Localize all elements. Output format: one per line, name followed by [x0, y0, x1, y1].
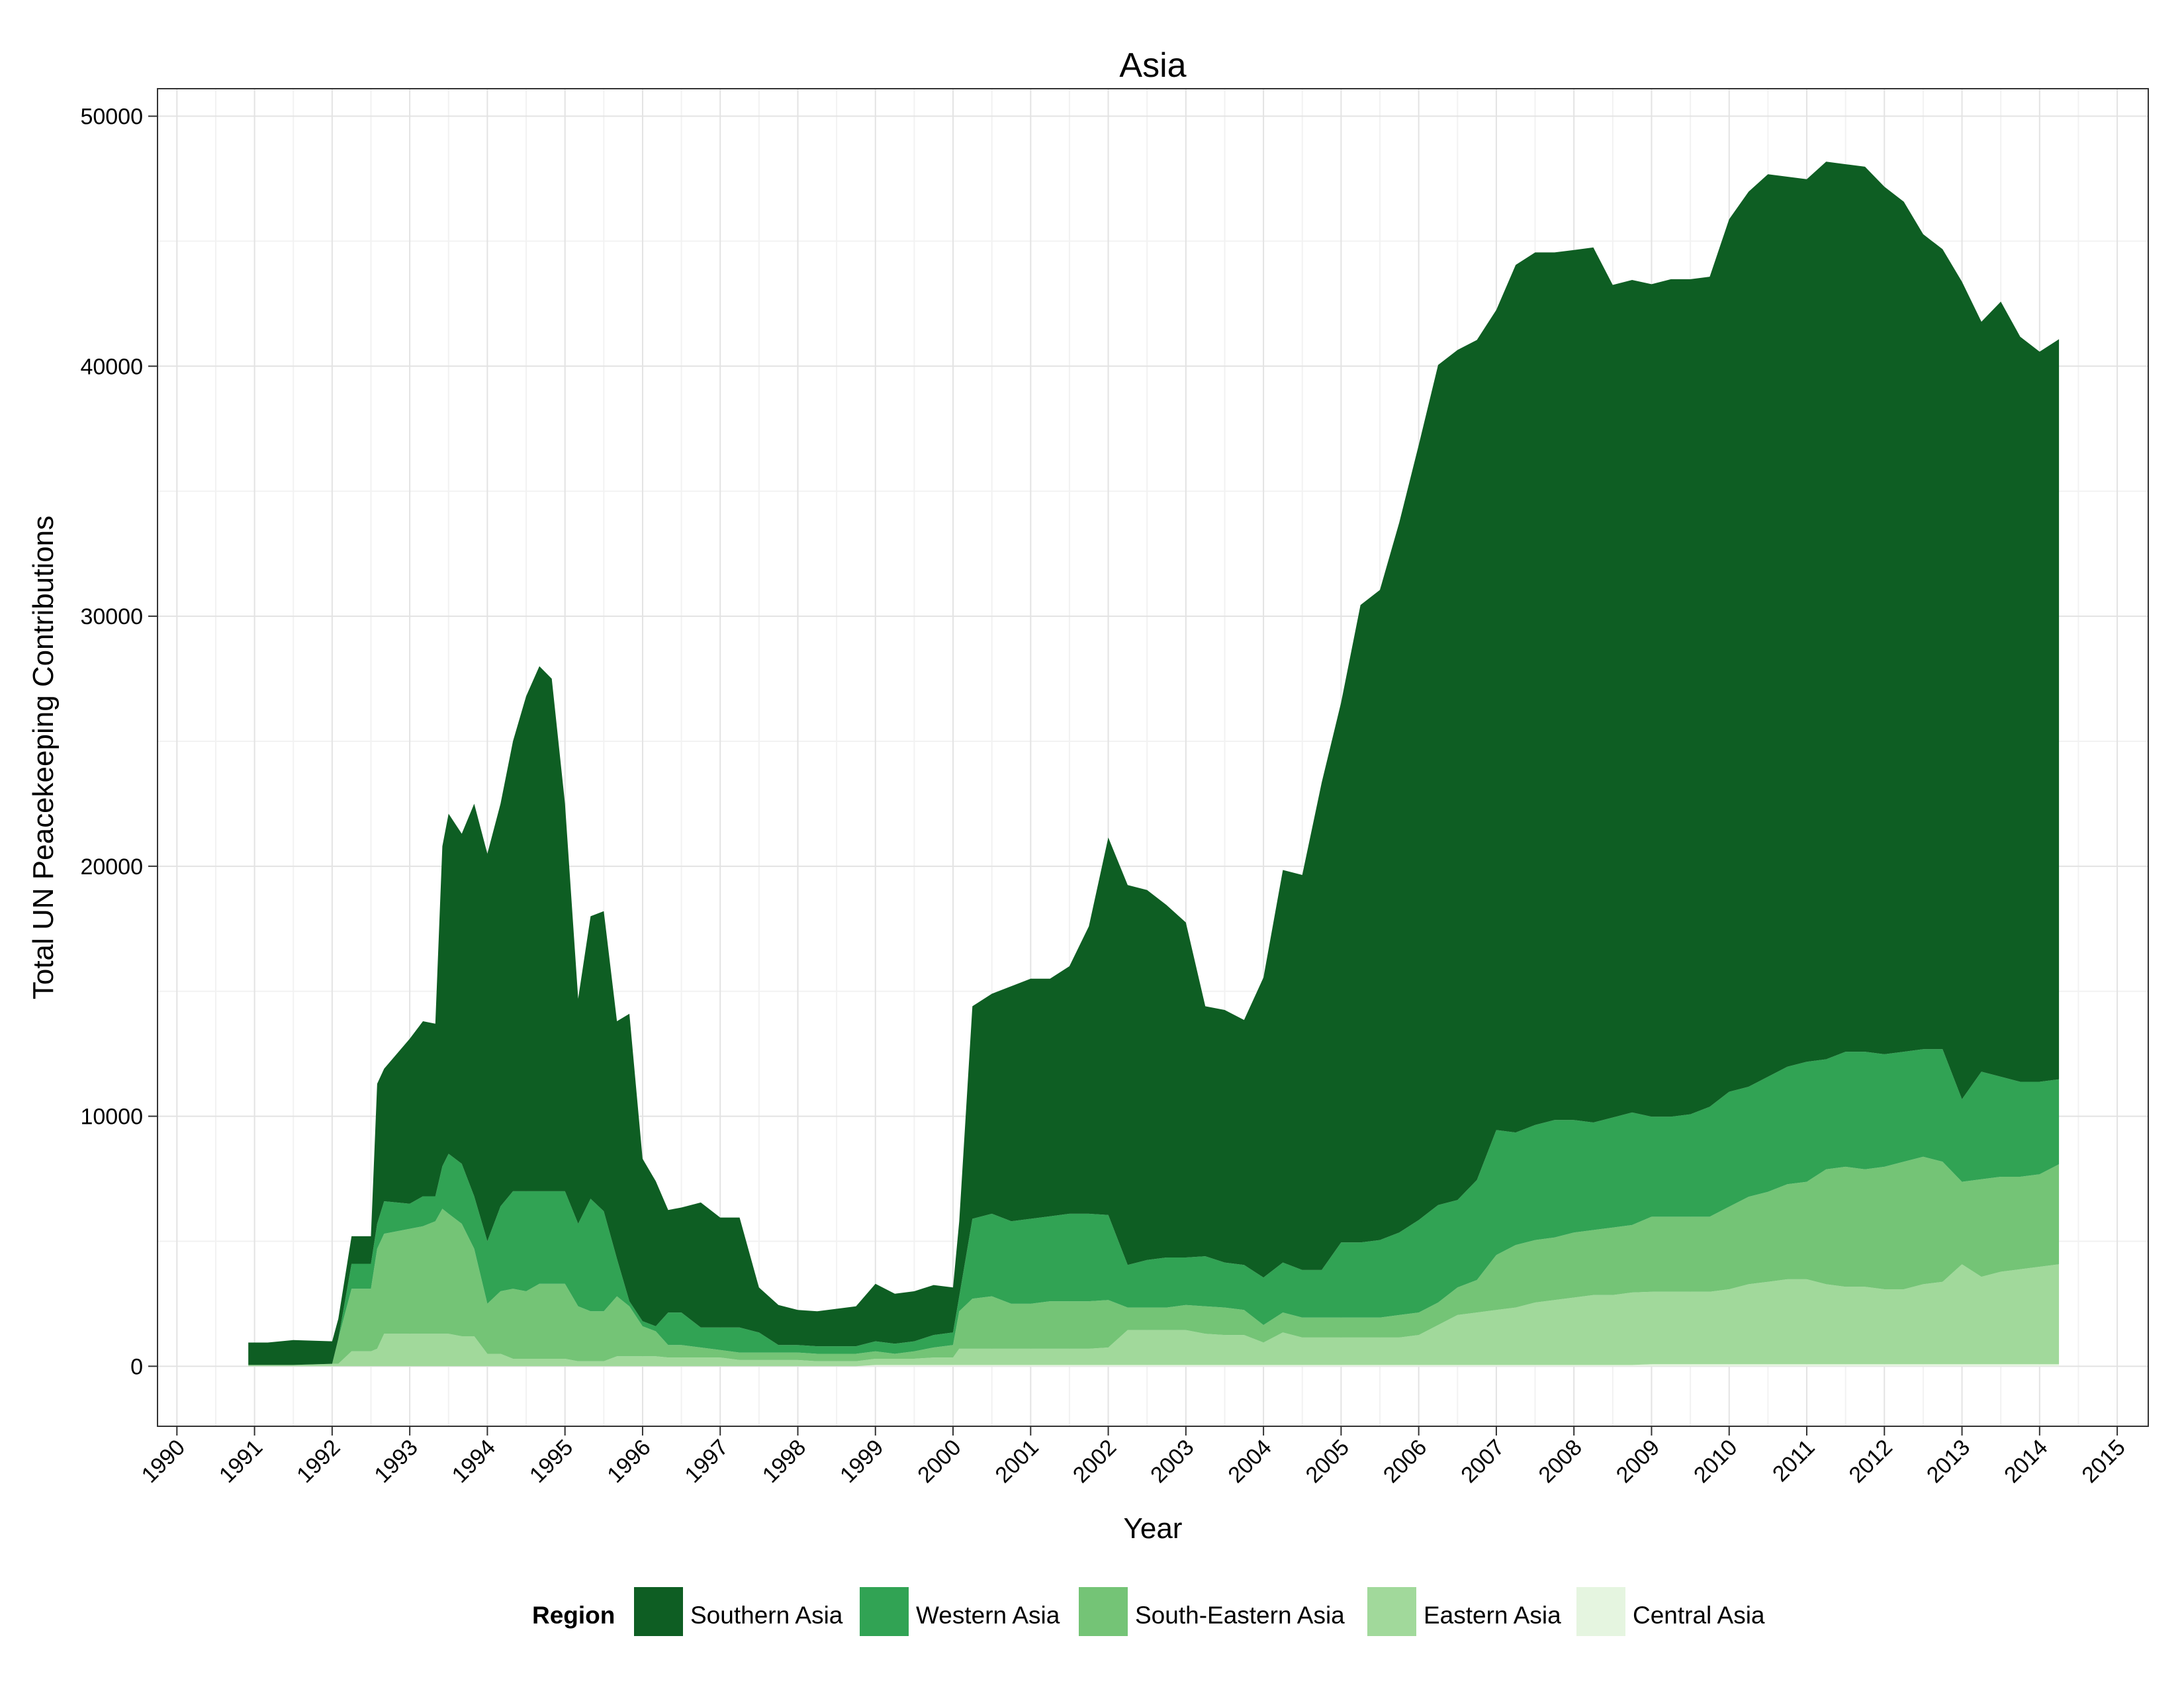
- x-tick-label: 2012: [1844, 1435, 1897, 1488]
- x-tick-label: 1999: [835, 1435, 888, 1488]
- legend-key: [860, 1587, 909, 1636]
- x-tick-label: 2011: [1768, 1435, 1820, 1487]
- legend: Region Southern Asia Western Asia South-Ea…: [532, 1587, 1765, 1636]
- y-tick-label: 50000: [80, 105, 143, 130]
- y-tick-label: 40000: [80, 354, 143, 379]
- area-series-0: [248, 1364, 2060, 1367]
- y-axis: 0 10000 20000 30000 40000 50000: [80, 105, 158, 1379]
- legend-key: [634, 1587, 683, 1636]
- x-tick-label: 1996: [602, 1435, 655, 1488]
- y-axis-title: Total UN Peacekeeping Contributions: [27, 516, 60, 999]
- legend-key: [1576, 1587, 1625, 1636]
- y-tick-label: 0: [130, 1354, 143, 1379]
- x-axis: 1990 1991 1992 1993 1994 1995 1996 1997 1998 1999…: [137, 1426, 2130, 1488]
- x-tick-label: 1994: [447, 1435, 500, 1488]
- x-tick-label: 2003: [1146, 1435, 1199, 1488]
- x-tick-label: 2015: [2077, 1435, 2130, 1488]
- legend-label: Eastern Asia: [1424, 1602, 1561, 1629]
- x-tick-label: 2005: [1301, 1435, 1354, 1488]
- legend-label: Western Asia: [916, 1602, 1060, 1629]
- x-tick-label: 1997: [680, 1435, 733, 1488]
- area-series-3: [248, 1049, 2060, 1365]
- legend-label: South-Eastern Asia: [1135, 1602, 1345, 1629]
- x-tick-label: 1990: [137, 1435, 190, 1488]
- legend-title: Region: [532, 1602, 615, 1629]
- y-tick-label: 30000: [80, 604, 143, 629]
- plot-panel-border: [157, 88, 2149, 1427]
- legend-label: Southern Asia: [690, 1602, 843, 1629]
- y-tick-label: 20000: [80, 854, 143, 880]
- x-tick-label: 2010: [1689, 1435, 1742, 1488]
- legend-key: [1367, 1587, 1416, 1636]
- x-tick-label: 2000: [913, 1435, 966, 1488]
- x-tick-label: 2008: [1533, 1435, 1586, 1488]
- x-tick-label: 2004: [1223, 1435, 1276, 1488]
- x-tick-label: 1995: [525, 1435, 578, 1488]
- legend-key: [1079, 1587, 1128, 1636]
- x-tick-label: 1998: [758, 1435, 811, 1488]
- area-series-1: [248, 1264, 2060, 1367]
- x-tick-label: 2009: [1612, 1435, 1664, 1488]
- y-tick-label: 10000: [80, 1105, 143, 1130]
- x-tick-label: 2014: [1999, 1435, 2052, 1488]
- x-tick-label: 2013: [1922, 1435, 1975, 1488]
- x-axis-title: Year: [1124, 1512, 1183, 1545]
- area-series-4: [248, 161, 2060, 1365]
- area-series-2: [248, 1156, 2060, 1365]
- chart-title: Asia: [1119, 46, 1186, 85]
- x-tick-label: 1992: [292, 1435, 345, 1488]
- x-tick-label: 1993: [369, 1435, 422, 1488]
- stacked-areas: [248, 161, 2060, 1367]
- x-tick-label: 2007: [1456, 1435, 1509, 1488]
- legend-label: Central Asia: [1633, 1602, 1765, 1629]
- x-tick-label: 1991: [214, 1435, 267, 1488]
- x-tick-label: 2006: [1379, 1435, 1432, 1488]
- x-tick-label: 2002: [1068, 1435, 1121, 1488]
- x-tick-label: 2001: [991, 1435, 1044, 1488]
